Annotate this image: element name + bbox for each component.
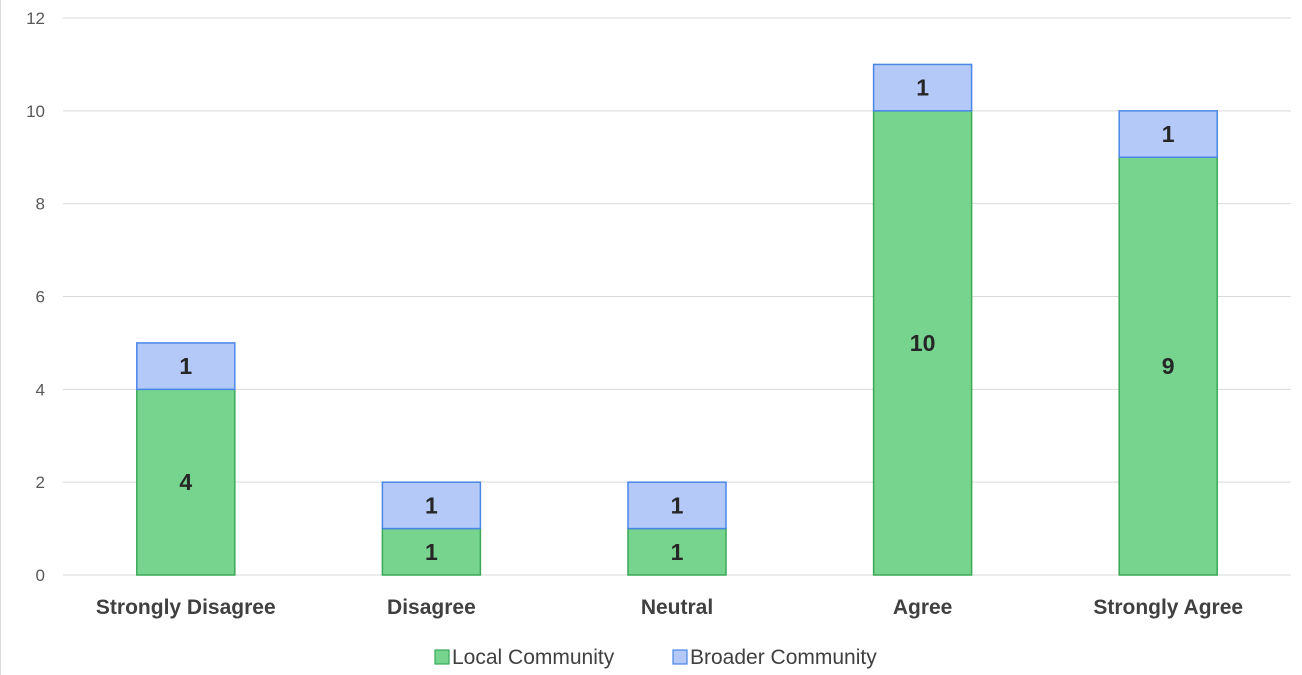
data-label: 1: [671, 539, 684, 565]
legend-label: Local Community: [452, 646, 615, 669]
bar-segment-broader: [627, 481, 727, 530]
bar-segment-local: [381, 527, 482, 576]
data-label: 1: [1162, 121, 1175, 147]
x-category-label: Strongly Agree: [1093, 596, 1243, 619]
y-tick-label: 10: [26, 102, 45, 121]
y-tick-label: 0: [36, 566, 45, 585]
y-tick-label: 6: [36, 288, 45, 307]
y-tick-label: 8: [36, 195, 45, 214]
data-label: 1: [425, 539, 438, 565]
data-label: 1: [916, 75, 929, 101]
x-category-label: Disagree: [387, 596, 476, 619]
y-tick-label: 12: [26, 9, 45, 28]
data-label: 1: [179, 353, 192, 379]
data-label: 9: [1162, 353, 1175, 379]
legend-swatch: [672, 649, 688, 665]
y-tick-label: 4: [36, 380, 45, 399]
bar-segment-broader: [136, 342, 236, 391]
bar-segment-broader: [872, 63, 973, 112]
bar-segment-local: [872, 110, 973, 576]
x-category-label: Strongly Disagree: [96, 596, 276, 619]
x-category-label: Agree: [893, 596, 953, 619]
y-tick-label: 2: [36, 473, 45, 492]
bars: [136, 63, 1218, 576]
bar-segment-broader: [1118, 110, 1218, 159]
data-label: 1: [671, 492, 684, 518]
gridlines: [63, 17, 1291, 576]
data-label: 1: [425, 492, 438, 518]
x-category-label: Neutral: [641, 596, 713, 619]
bar-segment-local: [627, 527, 727, 576]
bar-segment-broader: [381, 481, 482, 530]
bar-segment-local: [136, 388, 236, 576]
bar-segment-local: [1118, 156, 1218, 576]
data-label: 4: [179, 469, 192, 495]
legend-swatch: [434, 649, 450, 665]
legend-label: Broader Community: [690, 646, 877, 669]
legend: Local Community Broader Community: [434, 646, 877, 669]
x-axis-categories: Strongly Disagree Disagree Neutral Agree Str…: [96, 596, 1243, 619]
data-label: 10: [910, 330, 936, 356]
y-axis-ticks: 0 2 4 6 8 10 12: [26, 9, 45, 585]
